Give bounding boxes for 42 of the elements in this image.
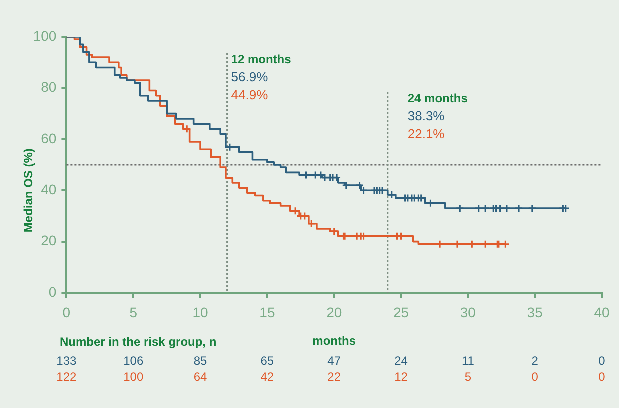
x-tick-label: 20 [326, 304, 342, 320]
x-tick-label: 5 [130, 304, 138, 320]
annotation: 44.9% [231, 88, 269, 103]
text: 2 [532, 354, 538, 368]
x-tick-label: 40 [594, 304, 610, 320]
text: 47 [328, 354, 342, 368]
y-tick-label: 0 [48, 284, 57, 300]
annotation: 56.9% [231, 70, 269, 85]
text: 65 [260, 354, 274, 368]
text: 22 [328, 370, 342, 384]
y-tick-label: 100 [33, 28, 57, 44]
y-tick-label: 40 [41, 181, 57, 198]
text: 5 [464, 370, 472, 384]
x-tick-label: 30 [460, 304, 476, 320]
text: 24 [394, 354, 408, 368]
x-tick-label: 10 [192, 304, 209, 320]
ref-line-label: 24 months [408, 91, 468, 106]
y-tick-label: 20 [41, 232, 57, 249]
text: 85 [194, 354, 208, 368]
annotation: 22.1% [408, 126, 446, 142]
text: 122 [56, 370, 77, 384]
ref-line-label: 12 months [231, 52, 292, 66]
text: 0 [532, 370, 538, 384]
text: 42 [260, 370, 274, 384]
x-tick-label: 15 [260, 304, 276, 320]
text: 0 [598, 370, 606, 384]
text: 133 [56, 354, 77, 368]
x-axis-title: months [312, 334, 356, 348]
text: 106 [124, 354, 144, 368]
text: 12 [394, 370, 408, 384]
x-tick-label: 0 [62, 304, 71, 320]
annotation: 38.3% [408, 108, 446, 124]
text: 0 [598, 354, 606, 368]
y-tick-label: 60 [41, 130, 57, 146]
text: 100 [124, 370, 144, 384]
y-axis-title: Median OS (%) [21, 148, 36, 233]
text: 11 [462, 354, 474, 368]
text: Number in the risk group, n [60, 335, 217, 349]
x-tick-label: 35 [527, 304, 544, 320]
x-tick-label: 25 [393, 304, 410, 320]
y-tick-label: 80 [41, 79, 57, 96]
text: 64 [194, 370, 208, 384]
